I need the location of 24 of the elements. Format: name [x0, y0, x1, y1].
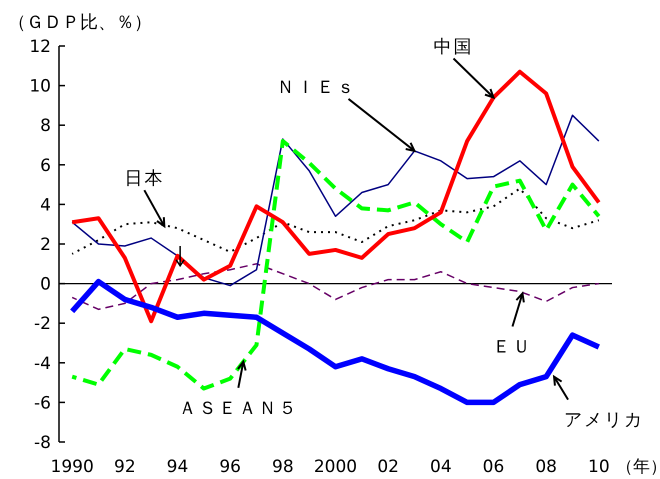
ytick: 12: [29, 37, 51, 57]
xtick: 08: [535, 457, 557, 477]
ytick: 0: [40, 274, 51, 295]
xtick: 92: [114, 457, 136, 477]
xtick: 06: [482, 457, 504, 477]
ytick: -8: [34, 433, 51, 453]
xtick: 2000: [314, 457, 358, 477]
xtick: 1990: [50, 457, 94, 477]
ytick: 4: [40, 195, 51, 216]
ytick: -6: [34, 393, 51, 414]
xtick: 96: [219, 457, 241, 477]
xlabel: （年）: [616, 457, 660, 477]
xtick: 02: [377, 457, 399, 477]
xtick: 94: [166, 457, 188, 477]
ylabel: （ＧＤＰ比、％）: [8, 12, 152, 33]
ytick: 10: [29, 76, 51, 97]
ytick: -4: [34, 354, 51, 374]
xtick: 04: [430, 457, 452, 477]
ytick: 2: [40, 235, 51, 255]
ytick: 6: [40, 156, 51, 176]
xtick: 98: [272, 457, 294, 477]
xtick: 10: [588, 457, 610, 477]
ytick: 8: [40, 116, 51, 136]
ytick: -2: [34, 314, 51, 334]
